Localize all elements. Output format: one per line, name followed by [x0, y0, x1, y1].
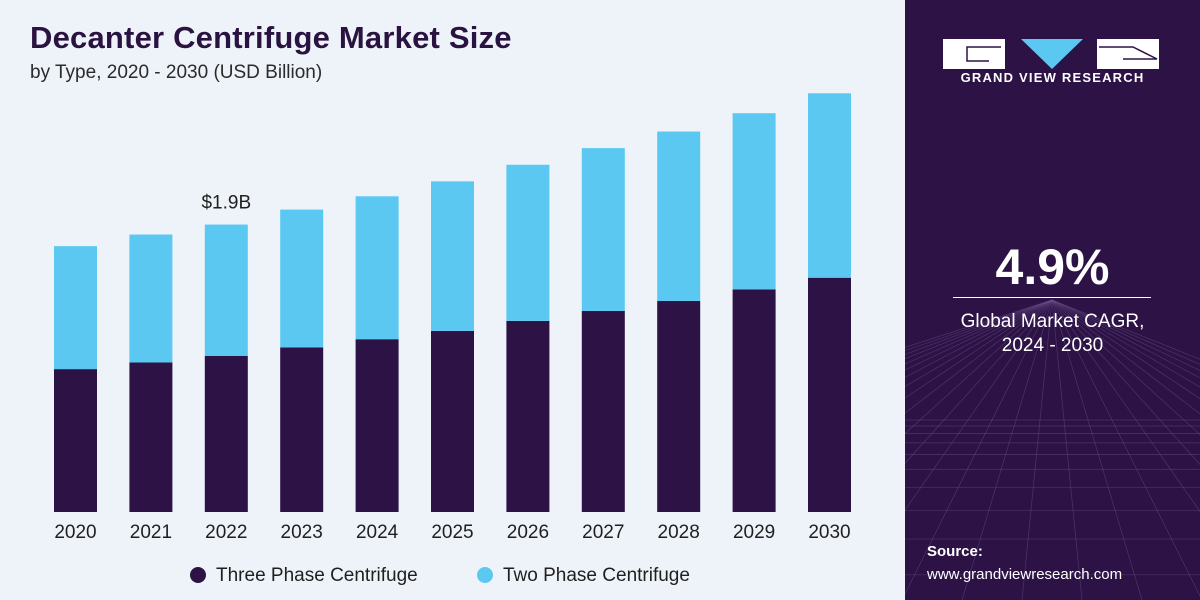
x-tick-label-2027: 2027 — [582, 522, 624, 543]
bar-three-phase-centrifuge-2022 — [204, 355, 248, 512]
grid-line — [1051, 299, 1200, 436]
x-tick-label-2030: 2030 — [808, 522, 850, 543]
legend-label-three-phase-centrifuge: Three Phase Centrifuge — [216, 565, 418, 586]
legend-label-two-phase-centrifuge: Two Phase Centrifuge — [503, 565, 690, 586]
grid-line — [905, 299, 1053, 464]
legend-swatch-three-phase-centrifuge — [190, 567, 206, 583]
grand-view-research-logo — [943, 39, 1159, 69]
grid-line — [905, 299, 1053, 511]
bar-two-phase-centrifuge-2026 — [506, 164, 550, 321]
x-tick-label-2024: 2024 — [356, 522, 399, 543]
grid-line — [905, 299, 1053, 355]
bar-two-phase-centrifuge-2023 — [280, 209, 324, 348]
divider — [953, 297, 1151, 298]
grid-line — [905, 299, 1053, 352]
x-tick-label-2029: 2029 — [733, 522, 775, 543]
chart-area: Decanter Centrifuge Market Size by Type,… — [0, 0, 905, 600]
bar-two-phase-centrifuge-2022 — [204, 224, 248, 356]
bar-three-phase-centrifuge-2026 — [506, 320, 550, 512]
grid-line — [1021, 299, 1053, 600]
grid-line — [1051, 299, 1200, 400]
bar-two-phase-centrifuge-2029 — [732, 113, 776, 290]
grid-line — [905, 299, 1053, 378]
bar-three-phase-centrifuge-2021 — [129, 362, 173, 512]
bar-three-phase-centrifuge-2025 — [431, 330, 474, 512]
grid-line — [905, 299, 1053, 595]
cagr-label: Global Market CAGR, 2024 - 2030 — [905, 310, 1200, 358]
bar-three-phase-centrifuge-2027 — [581, 310, 625, 512]
bar-two-phase-centrifuge-2028 — [657, 131, 701, 301]
cagr-label-line-1: Global Market CAGR, — [960, 311, 1145, 332]
bar-three-phase-centrifuge-2030 — [808, 277, 851, 512]
grid-line — [1051, 299, 1200, 379]
x-tick-label-2020: 2020 — [54, 522, 96, 543]
source-title: Source: — [927, 543, 983, 560]
grid-line — [905, 299, 1053, 399]
bar-three-phase-centrifuge-2020 — [54, 369, 97, 512]
grid-line — [905, 299, 1053, 360]
chart-title: Decanter Centrifuge Market Size — [30, 20, 512, 55]
grid-line — [1051, 299, 1200, 388]
chart-subtitle: by Type, 2020 - 2030 (USD Billion) — [30, 62, 323, 83]
brand-name: GRAND VIEW RESEARCH — [960, 70, 1145, 85]
bar-two-phase-centrifuge-2020 — [54, 246, 97, 370]
grid-line — [905, 299, 1053, 365]
perspective-grid-decoration — [905, 299, 1200, 600]
grid-line — [1051, 299, 1200, 371]
grid-line — [905, 299, 1053, 435]
bar-three-phase-centrifuge-2024 — [355, 339, 399, 512]
grid-line — [905, 299, 1053, 371]
grid-line — [905, 299, 1053, 387]
grid-line — [1051, 299, 1200, 365]
grid-line — [1051, 299, 1200, 360]
grid-line — [905, 299, 1053, 414]
grid-line — [1051, 299, 1200, 415]
grid-line — [1051, 299, 1200, 465]
bar-chart: 2020 2021 2022 2023 2024 2025 2026 2027 2028 2029… — [54, 93, 851, 586]
grid-line — [1051, 299, 1083, 600]
grid-line — [1051, 299, 1200, 597]
grid-line — [1051, 299, 1200, 513]
source-link[interactable]: www.grandviewresearch.com — [927, 566, 1123, 583]
legend-swatch-two-phase-centrifuge — [477, 567, 493, 583]
bar-two-phase-centrifuge-2030 — [808, 93, 851, 278]
grid-line — [1051, 299, 1143, 600]
x-tick-label-2022: 2022 — [205, 522, 247, 543]
grid-line — [961, 299, 1053, 600]
bar-two-phase-centrifuge-2025 — [431, 181, 474, 331]
bar-three-phase-centrifuge-2023 — [280, 347, 324, 512]
sidebar-panel: GRAND VIEW RESEARCH 4.9% Global Market C… — [905, 0, 1200, 600]
x-tick-label-2025: 2025 — [431, 522, 473, 543]
x-tick-label-2028: 2028 — [658, 522, 700, 543]
bar-three-phase-centrifuge-2029 — [732, 289, 776, 512]
x-tick-label-2021: 2021 — [130, 522, 172, 543]
bar-two-phase-centrifuge-2021 — [129, 234, 173, 363]
data-label-2022: $1.9B — [201, 193, 251, 214]
bar-two-phase-centrifuge-2024 — [355, 196, 399, 340]
bar-two-phase-centrifuge-2027 — [581, 148, 625, 311]
cagr-value: 4.9% — [995, 239, 1110, 295]
bar-three-phase-centrifuge-2028 — [657, 300, 701, 512]
x-tick-label-2026: 2026 — [507, 522, 549, 543]
cagr-label-line-2: 2024 - 2030 — [1001, 335, 1104, 356]
x-tick-label-2023: 2023 — [281, 522, 323, 543]
